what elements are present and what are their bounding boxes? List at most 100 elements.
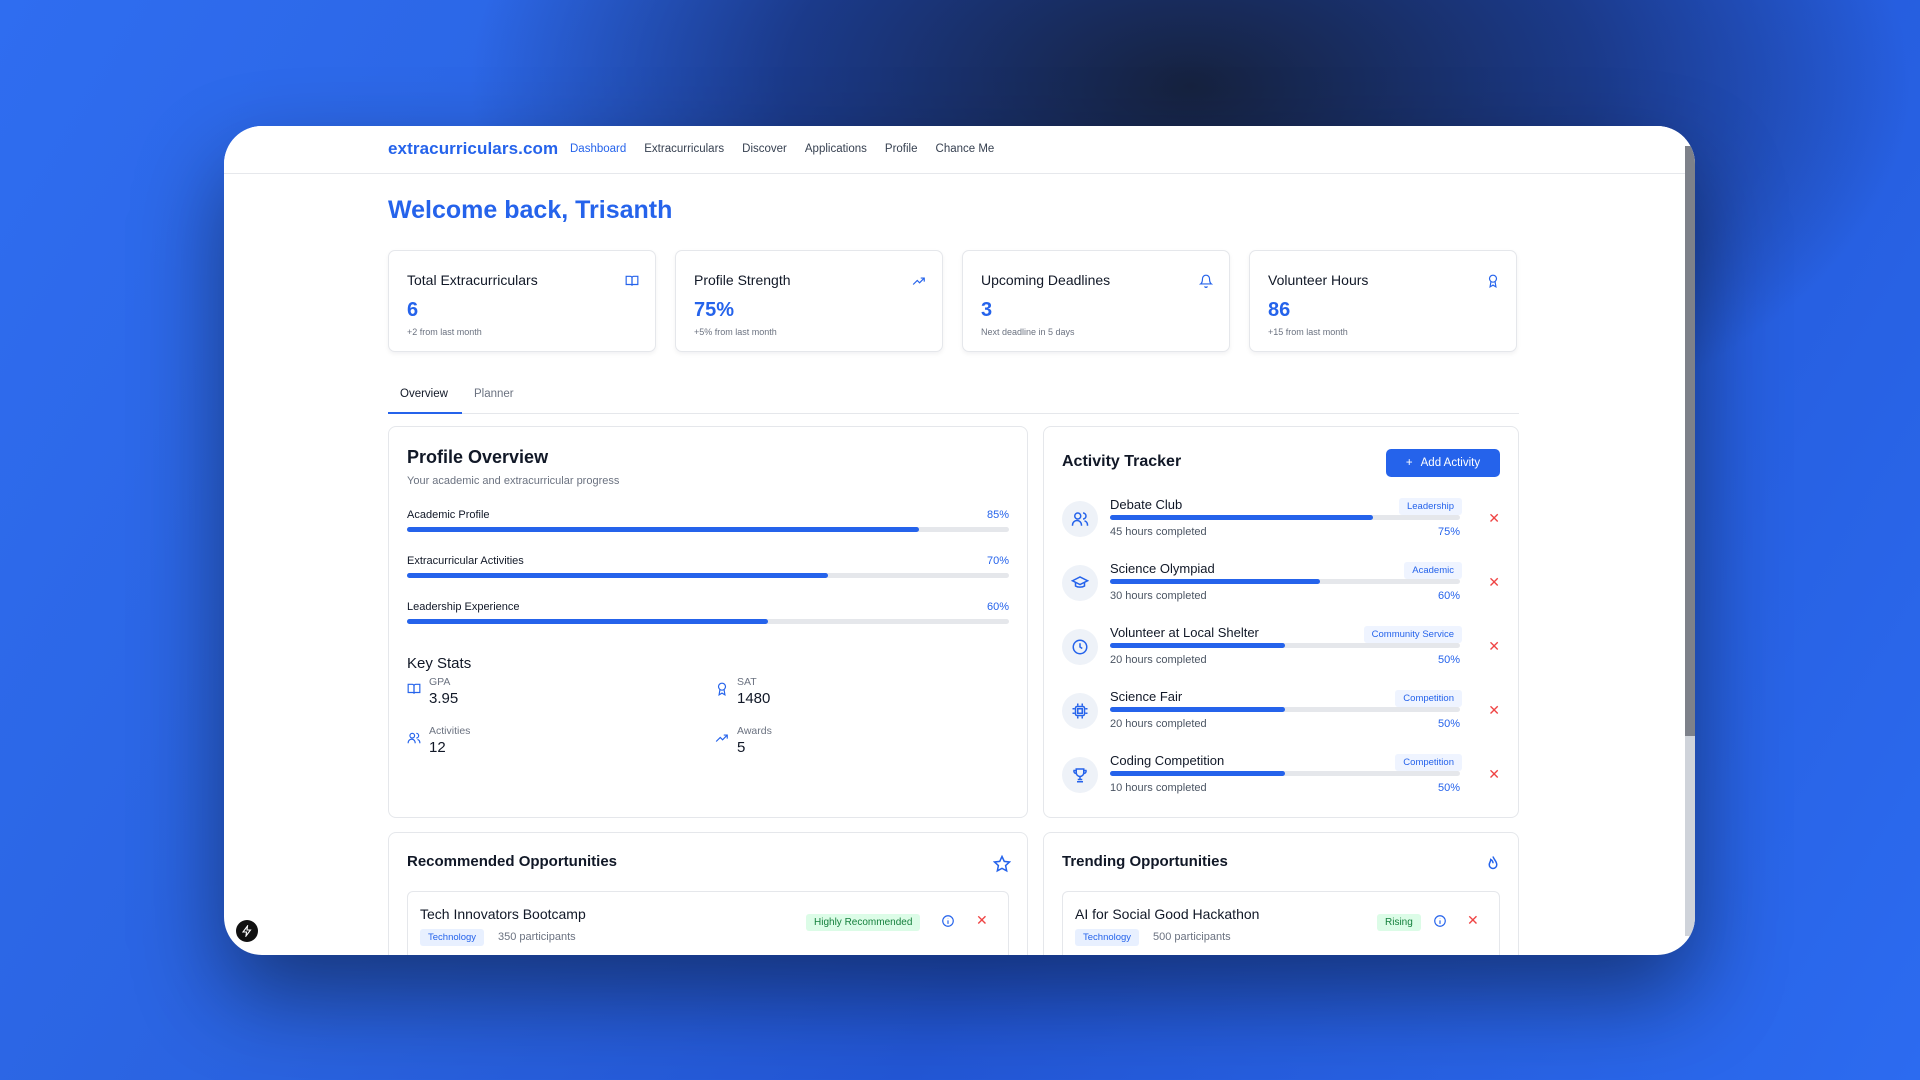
nav-applications[interactable]: Applications xyxy=(804,143,867,155)
activity-tracker-title: Activity Tracker xyxy=(1062,453,1182,470)
users-icon xyxy=(407,732,421,744)
delete-activity-icon[interactable]: ✕ xyxy=(1488,510,1500,526)
activity-hours: 20 hours completed xyxy=(1110,718,1207,730)
recommended-title: Recommended Opportunities xyxy=(407,853,618,870)
trophy-icon xyxy=(1062,757,1098,793)
add-activity-button[interactable]: + Add Activity xyxy=(1386,449,1500,477)
activity-progress-bar xyxy=(1110,579,1460,584)
activity-hours: 10 hours completed xyxy=(1110,782,1207,794)
nav-extracurriculars[interactable]: Extracurriculars xyxy=(644,143,725,155)
activity-category-badge: Competition xyxy=(1395,754,1462,771)
progress-percent: 85% xyxy=(986,509,1009,521)
stat-label: Total Extracurriculars xyxy=(407,272,538,288)
key-stat-value: 12 xyxy=(429,739,446,756)
activity-percent: 50% xyxy=(1437,718,1460,730)
stat-label: Upcoming Deadlines xyxy=(981,272,1111,288)
page-title: Welcome back, Trisanth xyxy=(388,196,673,224)
clock-icon xyxy=(1062,629,1098,665)
top-navbar: extracurriculars.com Dashboard Extracurr… xyxy=(224,126,1685,174)
plus-icon: + xyxy=(1405,457,1413,469)
progress-fill xyxy=(1110,643,1285,648)
delete-activity-icon[interactable]: ✕ xyxy=(1488,702,1500,718)
bolt-icon[interactable] xyxy=(236,920,258,942)
progress-fill xyxy=(1110,515,1373,520)
profile-overview-subtitle: Your academic and extracurricular progre… xyxy=(407,475,620,487)
nav-links: Dashboard Extracurriculars Discover Appl… xyxy=(570,143,994,155)
opportunity-item[interactable]: Tech Innovators Bootcamp Technology 350 … xyxy=(407,891,1009,955)
brand-logo[interactable]: extracurriculars.com xyxy=(388,139,559,158)
progress-bar-leadership xyxy=(407,619,1009,624)
activity-item: Science Olympiad Academic 30 hours compl… xyxy=(1062,561,1502,617)
profile-overview-card: Profile Overview Your academic and extra… xyxy=(388,426,1028,818)
opportunity-category-badge: Technology xyxy=(420,929,485,946)
progress-fill xyxy=(1110,707,1285,712)
activity-percent: 60% xyxy=(1437,590,1460,602)
activity-tracker-card: Activity Tracker + Add Activity Debate C… xyxy=(1043,426,1519,818)
key-stat-activities: Activities 12 xyxy=(407,725,607,765)
stat-value: 86 xyxy=(1268,299,1291,321)
key-stat-label: SAT xyxy=(737,676,757,688)
activity-percent: 50% xyxy=(1437,654,1460,666)
activity-progress-bar xyxy=(1110,643,1460,648)
tab-planner[interactable]: Planner xyxy=(474,388,514,400)
activity-name: Coding Competition xyxy=(1110,753,1225,768)
nav-chance-me[interactable]: Chance Me xyxy=(935,143,995,155)
info-icon[interactable] xyxy=(941,914,955,928)
progress-label: Leadership Experience xyxy=(407,601,520,613)
trending-badge: Rising xyxy=(1377,914,1421,931)
opportunity-title: Tech Innovators Bootcamp xyxy=(420,906,586,922)
scrollbar-thumb[interactable] xyxy=(1685,146,1695,736)
key-stat-sat: SAT 1480 xyxy=(715,676,915,716)
recommendation-badge: Highly Recommended xyxy=(806,914,921,931)
key-stat-value: 5 xyxy=(737,739,746,756)
activity-item: Debate Club Leadership 45 hours complete… xyxy=(1062,497,1502,553)
delete-activity-icon[interactable]: ✕ xyxy=(1488,574,1500,590)
tab-overview[interactable]: Overview xyxy=(400,388,448,400)
dashboard-page: extracurriculars.com Dashboard Extracurr… xyxy=(224,126,1685,955)
stat-card-deadlines: Upcoming Deadlines 3 Next deadline in 5 … xyxy=(962,250,1230,352)
opportunity-item[interactable]: AI for Social Good Hackathon Technology … xyxy=(1062,891,1500,955)
activity-hours: 30 hours completed xyxy=(1110,590,1207,602)
stat-value: 75% xyxy=(694,299,735,321)
stat-sub: Next deadline in 5 days xyxy=(981,327,1075,337)
progress-percent: 70% xyxy=(986,555,1009,567)
vertical-scrollbar[interactable] xyxy=(1685,146,1695,936)
activity-name: Debate Club xyxy=(1110,497,1183,512)
nav-discover[interactable]: Discover xyxy=(742,143,787,155)
active-tab-indicator xyxy=(388,412,462,414)
nav-profile[interactable]: Profile xyxy=(884,143,918,155)
stat-sub: +2 from last month xyxy=(407,327,482,337)
trending-opportunities-card: Trending Opportunities AI for Social Goo… xyxy=(1043,832,1519,955)
progress-fill xyxy=(407,619,769,624)
opportunity-participants: 500 participants xyxy=(1153,931,1231,943)
tab-bar: Overview Planner xyxy=(388,378,1519,414)
progress-bar-extracurricular xyxy=(407,573,1009,578)
opportunity-participants: 350 participants xyxy=(498,931,576,943)
dismiss-icon[interactable]: ✕ xyxy=(1467,912,1479,928)
key-stat-value: 3.95 xyxy=(429,690,459,707)
key-stats-title: Key Stats xyxy=(407,655,472,672)
activity-progress-bar xyxy=(1110,707,1460,712)
bell-icon xyxy=(1199,274,1213,288)
browser-window: extracurriculars.com Dashboard Extracurr… xyxy=(224,126,1695,955)
dismiss-icon[interactable]: ✕ xyxy=(976,912,988,928)
trending-up-icon xyxy=(912,277,925,285)
trending-up-icon xyxy=(715,734,728,742)
stat-value: 6 xyxy=(407,299,419,321)
star-icon xyxy=(993,855,1011,873)
cpu-icon xyxy=(1062,693,1098,729)
stat-label: Volunteer Hours xyxy=(1268,272,1369,288)
stat-cards: Total Extracurriculars 6 +2 from last mo… xyxy=(388,250,1517,352)
progress-fill xyxy=(407,527,919,532)
activity-name: Volunteer at Local Shelter xyxy=(1110,625,1259,640)
book-icon xyxy=(407,683,421,694)
book-icon xyxy=(625,275,639,286)
info-icon[interactable] xyxy=(1433,914,1447,928)
activity-percent: 50% xyxy=(1437,782,1460,794)
stat-label: Profile Strength xyxy=(694,272,791,288)
activity-item: Volunteer at Local Shelter Community Ser… xyxy=(1062,625,1502,681)
delete-activity-icon[interactable]: ✕ xyxy=(1488,638,1500,654)
delete-activity-icon[interactable]: ✕ xyxy=(1488,766,1500,782)
nav-dashboard[interactable]: Dashboard xyxy=(570,143,627,155)
progress-fill xyxy=(1110,771,1285,776)
